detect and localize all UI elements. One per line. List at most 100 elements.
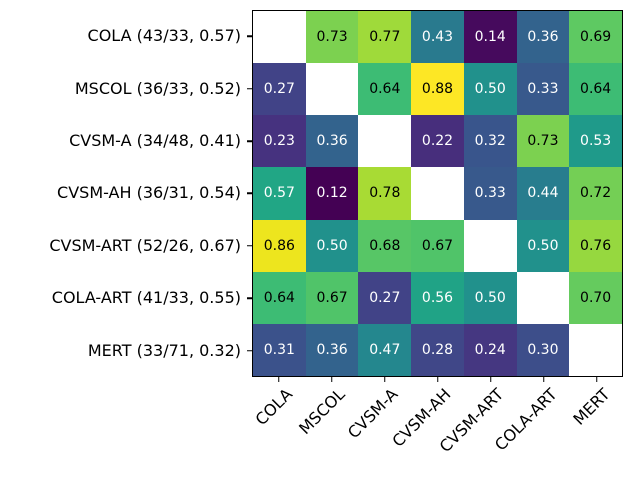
heatmap-cell: 0.27 [358,271,412,324]
heatmap-cell: 0.31 [253,323,306,376]
heatmap-cell [516,271,570,324]
heatmap-cell: 0.36 [305,323,359,376]
cell-value: 0.36 [527,29,559,46]
cell-value: 0.73 [316,29,348,46]
cell-value: 0.36 [316,341,348,358]
row-label: COLA-ART (41/33, 0.55) [51,288,241,308]
cell-value: 0.27 [369,289,401,306]
y-tick-mark [247,192,252,195]
heatmap-cell: 0.56 [411,271,464,324]
heatmap-cell: 0.33 [516,63,570,116]
x-axis: COLA MSCOL CVSM-A CVSM-AH CVSM-ART COLA-ART ME… [251,377,623,495]
x-tick-slot: CVSM-ART [436,377,517,495]
cell-value: 0.50 [527,237,559,254]
heatmap-cell: 0.50 [463,63,517,116]
heatmap-cell: 0.50 [516,219,570,272]
cell-value: 0.28 [421,341,454,358]
heatmap-cell: 0.30 [516,323,570,376]
cell-value: 0.23 [263,133,295,150]
cell-value: 0.67 [316,289,348,306]
x-tick-mark [277,377,280,382]
x-tick-slot: COLA [251,377,305,495]
cell-value: 0.69 [580,29,612,46]
cell-value: 0.12 [316,185,348,202]
column-label: MERT [569,384,614,429]
heatmap-cell [253,11,306,64]
y-tick-mark [247,140,252,142]
heatmap-cell [463,219,517,272]
y-tick-slot: CVSM-ART (52/26, 0.67) [0,220,252,272]
x-tick-mark [436,377,439,382]
heatmap-cell: 0.27 [253,63,306,116]
row-label: COLA (43/33, 0.57) [87,26,241,46]
y-tick-slot: COLA (43/33, 0.57) [0,10,252,62]
cell-value: 0.70 [580,289,612,306]
heatmap-cell: 0.36 [516,11,570,64]
cell-value: 0.44 [527,185,559,202]
row-label: CVSM-ART (52/26, 0.67) [49,235,241,255]
cell-value: 0.22 [421,133,454,150]
x-tick-slot: MSCOL [295,377,358,495]
x-tick-mark [595,377,598,382]
cell-value: 0.43 [421,29,454,46]
cell-value: 0.68 [369,237,401,254]
y-tick-slot: MERT (33/71, 0.32) [0,325,252,377]
heatmap-cell: 0.64 [253,271,306,324]
cell-value: 0.78 [369,185,401,202]
cell-value: 0.33 [527,81,559,98]
y-tick-mark [247,349,252,352]
heatmap-cell: 0.68 [358,219,412,272]
cell-value: 0.67 [421,237,454,254]
cell-value: 0.56 [421,289,454,306]
heatmap-cell: 0.44 [516,167,570,220]
heatmap-cell: 0.53 [569,115,622,168]
heatmap-cell: 0.77 [358,11,412,64]
heatmap-cell: 0.32 [463,115,517,168]
cell-value: 0.50 [316,237,348,254]
heatmap-cell: 0.22 [411,115,464,168]
y-tick-mark [247,297,252,300]
cell-value: 0.36 [316,133,348,150]
heatmap-cell [358,115,412,168]
heatmap-plot: 0.73 0.77 0.43 0.14 0.36 0.69 0.27 0.64 0.88 0.50… [252,10,623,377]
cell-value: 0.64 [263,289,295,306]
cell-value: 0.73 [527,133,559,150]
cell-value: 0.31 [263,341,295,358]
heatmap-cell: 0.33 [463,167,517,220]
heatmap-cell: 0.78 [358,167,412,220]
heatmap-cell [305,63,359,116]
cell-value: 0.88 [421,81,454,98]
heatmap-cell: 0.36 [305,115,359,168]
row-label: MSCOL (36/33, 0.52) [74,78,241,98]
heatmap-cell: 0.12 [305,167,359,220]
cell-value: 0.47 [369,341,401,358]
y-tick-slot: CVSM-AH (36/31, 0.54) [0,167,252,219]
heatmap-cell: 0.69 [569,11,622,64]
cell-value: 0.33 [474,185,506,202]
heatmap-cell: 0.50 [305,219,359,272]
heatmap-cell: 0.72 [569,167,622,220]
x-tick-slot: MERT [569,377,623,495]
row-label: CVSM-AH (36/31, 0.54) [57,183,241,203]
y-tick-slot: MSCOL (36/33, 0.52) [0,62,252,114]
cell-value: 0.64 [369,81,401,98]
x-tick-mark [330,377,333,382]
x-tick-slot: CVSM-A [344,377,411,495]
row-label: MERT (33/71, 0.32) [87,340,241,360]
heatmap-cell: 0.43 [411,11,464,64]
heatmap-cell: 0.24 [463,323,517,376]
heatmap-cell: 0.50 [463,271,517,324]
cell-value: 0.57 [263,185,295,202]
y-tick-mark [247,245,252,247]
cell-value: 0.76 [580,237,612,254]
cell-value: 0.32 [474,133,506,150]
heatmap-cell: 0.64 [569,63,622,116]
cell-value: 0.27 [263,81,295,98]
y-tick-mark [247,87,252,90]
heatmap-cell: 0.86 [253,219,306,272]
heatmap-cell: 0.47 [358,323,412,376]
y-axis: COLA (43/33, 0.57) MSCOL (36/33, 0.52) CVS… [0,10,252,377]
cell-value: 0.72 [580,185,612,202]
heatmap-cell [411,167,464,220]
